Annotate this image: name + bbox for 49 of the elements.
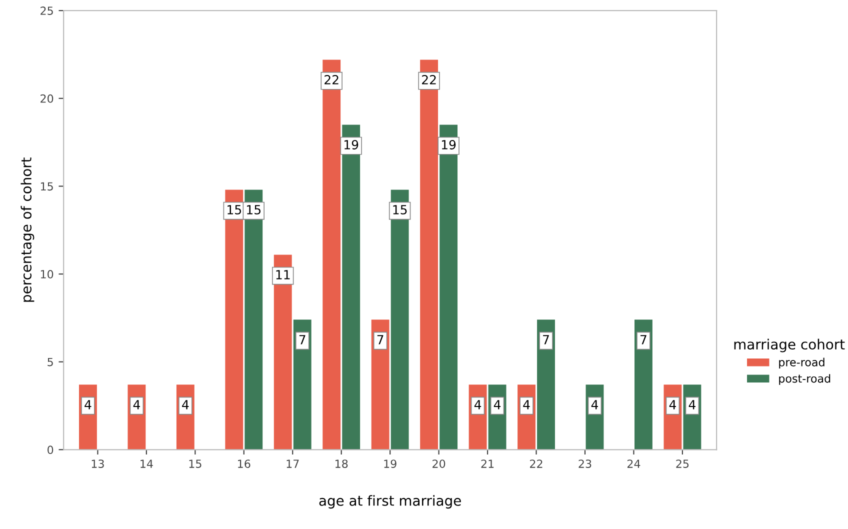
- data-label: 15: [228, 205, 242, 214]
- data-label: 4: [182, 400, 189, 410]
- data-label: 15: [393, 205, 407, 214]
- data-label: 4: [494, 400, 501, 410]
- data-label: 4: [688, 400, 696, 410]
- bar: [293, 320, 312, 450]
- x-tick-label: 13: [92, 460, 104, 468]
- data-label: 22: [422, 75, 436, 84]
- legend-label: post-road: [779, 374, 830, 385]
- y-tick-label: 0: [48, 446, 54, 454]
- x-tick-label: 21: [481, 460, 494, 468]
- data-label: 4: [84, 400, 92, 410]
- x-tick-label: 18: [336, 460, 348, 468]
- legend-label: pre-road: [779, 358, 824, 369]
- x-axis-title: age at first marriage: [319, 495, 461, 509]
- x-tick-label: 19: [384, 460, 396, 468]
- legend-title: marriage cohort: [734, 338, 845, 352]
- x-tick-label: 23: [578, 460, 592, 468]
- x-tick-label: 20: [432, 460, 446, 468]
- bar: [537, 320, 555, 450]
- y-axis-title: percentage of cohort: [20, 158, 34, 302]
- bar: [634, 320, 652, 450]
- data-label: 7: [299, 335, 306, 344]
- data-label: 4: [474, 400, 482, 410]
- data-label: 19: [442, 140, 456, 150]
- data-label: 19: [344, 140, 358, 150]
- y-tick-label: 5: [48, 358, 53, 366]
- data-label: 7: [543, 335, 549, 344]
- y-tick-label: 15: [40, 182, 53, 191]
- y-tick-label: 25: [40, 6, 53, 15]
- x-tick-label: 22: [530, 460, 542, 468]
- x-tick-label: 24: [627, 460, 640, 468]
- data-label: 4: [523, 400, 530, 410]
- data-label: 4: [591, 400, 598, 410]
- data-label: 4: [133, 400, 140, 410]
- bar: [371, 320, 390, 450]
- x-tick-label: 25: [676, 460, 689, 468]
- data-label: 15: [247, 205, 260, 214]
- x-tick-label: 15: [189, 460, 202, 468]
- data-label: 7: [377, 335, 384, 344]
- x-tick-label: 17: [286, 460, 299, 468]
- x-tick-label: 14: [140, 460, 153, 468]
- x-tick-label: 16: [238, 460, 250, 468]
- data-label: 4: [669, 400, 676, 410]
- data-label: 11: [276, 270, 290, 280]
- data-label: 22: [324, 75, 338, 84]
- y-tick-label: 20: [40, 94, 54, 103]
- data-label: 7: [640, 335, 646, 344]
- y-tick-label: 10: [40, 270, 54, 278]
